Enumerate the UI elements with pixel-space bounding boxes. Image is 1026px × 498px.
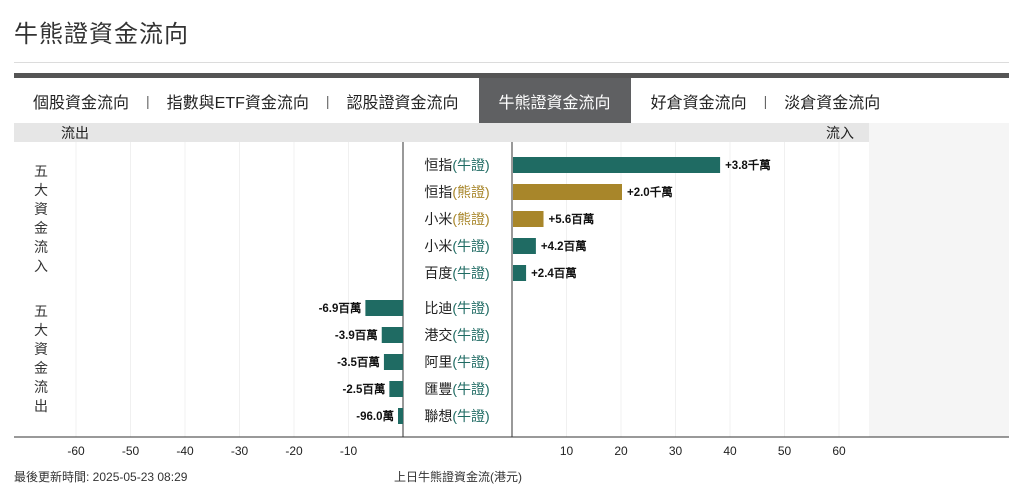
category-label: 港交(牛證) [424,327,489,343]
category-kind: (熊證) [452,211,489,227]
tab-cbbc-flow[interactable]: 牛熊證資金流向 [478,78,631,123]
inflow-bar [513,265,527,281]
data-label: -3.5百萬 [337,355,380,369]
tab-long-flow[interactable]: 好倉資金流向 [650,94,747,112]
page-title: 牛熊證資金流向 [14,21,189,48]
outflow-group-label-char: 資 [34,341,48,357]
data-label: -2.5百萬 [343,382,386,396]
x-tick-label: 10 [560,444,574,458]
inflow-header-label: 流入 [826,125,854,141]
tab-warrant-flow[interactable]: 認股證資金流向 [346,94,459,112]
category-kind: (牛證) [452,381,489,397]
category-name: 匯豐 [424,381,452,397]
outflow-bar [389,381,403,397]
category-kind: (牛證) [452,238,489,254]
x-tick-label: 40 [723,444,737,458]
tab-bar: 個股資金流向 | 指數與ETF資金流向 | 認股證資金流向 牛熊證資金流向 好倉… [14,78,880,123]
inflow-bar [513,184,622,200]
tab-separator: | [146,92,150,109]
category-kind: (牛證) [452,354,489,370]
category-label: 恒指(熊證) [424,184,489,200]
outflow-group-label-char: 大 [34,322,48,338]
inflow-group-label-char: 入 [34,258,48,274]
outflow-group-label-char: 出 [34,398,48,414]
category-kind: (牛證) [452,265,489,281]
category-name: 小米 [424,211,452,227]
outflow-group-label-char: 流 [34,379,48,395]
title-divider [14,62,1009,63]
last-updated: 最後更新時間: 2025-05-23 08:29 [14,470,188,484]
x-tick-label: -60 [67,444,85,458]
data-label: -96.0萬 [356,409,394,423]
category-kind: (牛證) [452,300,489,316]
data-label: +5.6百萬 [549,212,595,226]
x-tick-label: 20 [614,444,628,458]
data-label: -6.9百萬 [319,301,362,315]
category-name: 百度 [424,265,452,281]
inflow-group-label-char: 金 [34,220,48,236]
data-label: +2.4百萬 [531,266,577,280]
category-label: 聯想(牛證) [424,408,489,424]
tab-short-flow[interactable]: 淡倉資金流向 [784,94,881,112]
category-kind: (牛證) [452,408,489,424]
outflow-bar [383,354,403,370]
inflow-bar [513,157,721,173]
tabs-top-rule [14,73,1009,78]
x-tick-label: -10 [340,444,358,458]
outflow-bar [398,408,403,424]
tab-separator: | [763,92,768,109]
right-panel [869,123,1009,437]
category-label: 小米(熊證) [424,211,489,227]
inflow-bar [513,238,536,254]
outflow-group-label-char: 五 [34,303,48,319]
x-tick-label: -20 [285,444,303,458]
category-label: 恒指(牛證) [424,157,489,173]
category-kind: (牛證) [452,157,489,173]
chart-caption: 上日牛熊證資金流(港元) [394,470,522,484]
inflow-group-label-char: 流 [34,239,48,255]
category-name: 聯想 [424,408,452,424]
x-tick-label: 60 [832,444,846,458]
inflow-group-label-char: 資 [34,201,48,217]
category-label: 阿里(牛證) [424,354,489,370]
tab-separator: | [325,92,330,109]
x-tick-label: 50 [778,444,792,458]
category-kind: (熊證) [452,184,489,200]
category-label: 匯豐(牛證) [424,381,489,397]
category-label: 百度(牛證) [424,265,489,281]
outflow-bar [381,327,403,343]
outflow-header-label: 流出 [61,125,89,141]
x-tick-label: 30 [669,444,683,458]
chart-header-band [14,123,869,142]
x-tick-label: -50 [122,444,140,458]
tab-index-etf-flow[interactable]: 指數與ETF資金流向 [166,94,309,112]
x-tick-label: -30 [231,444,249,458]
category-kind: (牛證) [452,327,489,343]
category-label: 比迪(牛證) [424,300,489,316]
category-name: 港交 [424,327,452,343]
outflow-group-label-char: 金 [34,360,48,376]
category-name: 阿里 [424,354,452,370]
outflow-bar [365,300,403,316]
category-name: 比迪 [424,300,452,316]
category-label: 小米(牛證) [424,238,489,254]
data-label: +2.0千萬 [627,185,673,199]
x-tick-label: -40 [176,444,194,458]
data-label: -3.9百萬 [335,328,378,342]
inflow-group-label-char: 大 [34,182,48,198]
category-name: 恒指 [424,157,452,173]
category-name: 恒指 [424,184,452,200]
data-label: +3.8千萬 [725,158,771,172]
inflow-bar [513,211,544,227]
data-label: +4.2百萬 [541,239,587,253]
inflow-group-label-char: 五 [34,163,48,179]
tab-stock-flow[interactable]: 個股資金流向 [33,94,130,112]
category-name: 小米 [424,238,452,254]
